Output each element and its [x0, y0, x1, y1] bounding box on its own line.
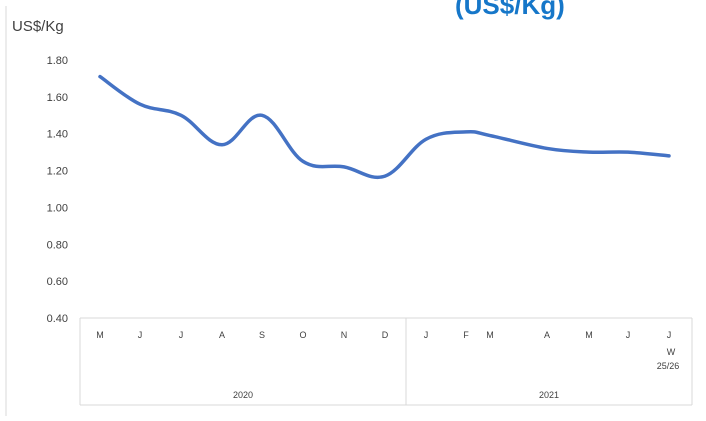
x-tick-label: A	[219, 330, 225, 340]
x-group-label: 2020	[233, 390, 253, 400]
y-tick-label: 1.40	[47, 129, 68, 141]
y-axis-unit-label: US$/Kg	[12, 18, 64, 35]
y-tick-label: 0.60	[47, 276, 68, 288]
y-tick-label: 1.00	[47, 202, 68, 214]
y-axis: 1.80 1.60 1.40 1.20 1.00 0.80 0.60 0.40	[47, 55, 68, 325]
x-tick-label-extra: W	[667, 347, 676, 357]
x-tick-label: M	[585, 330, 593, 340]
x-tick-label: J	[424, 330, 429, 340]
x-tick-label: O	[299, 330, 306, 340]
x-tick-label: S	[259, 330, 265, 340]
y-tick-label: 1.80	[47, 55, 68, 67]
x-tick-label: J	[667, 330, 672, 340]
y-tick-label: 0.40	[47, 313, 68, 325]
x-tick-label: J	[626, 330, 631, 340]
y-tick-label: 1.20	[47, 166, 68, 178]
y-tick-label: 0.80	[47, 239, 68, 251]
chart-title-fragment: (US$/Kg)	[455, 0, 565, 20]
x-tick-label-extra: 25/26	[657, 361, 680, 371]
x-group-label: 2021	[539, 390, 559, 400]
x-tick-label: F	[463, 330, 469, 340]
series-line	[98, 74, 671, 179]
x-tick-label: M	[486, 330, 494, 340]
x-tick-label: J	[179, 330, 184, 340]
x-tick-label: M	[96, 330, 104, 340]
x-tick-label: J	[138, 330, 143, 340]
series-layer	[98, 74, 671, 179]
y-tick-label: 1.60	[47, 92, 68, 104]
x-tick-label: A	[544, 330, 550, 340]
x-tick-label: D	[382, 330, 389, 340]
x-tick-label: N	[341, 330, 348, 340]
